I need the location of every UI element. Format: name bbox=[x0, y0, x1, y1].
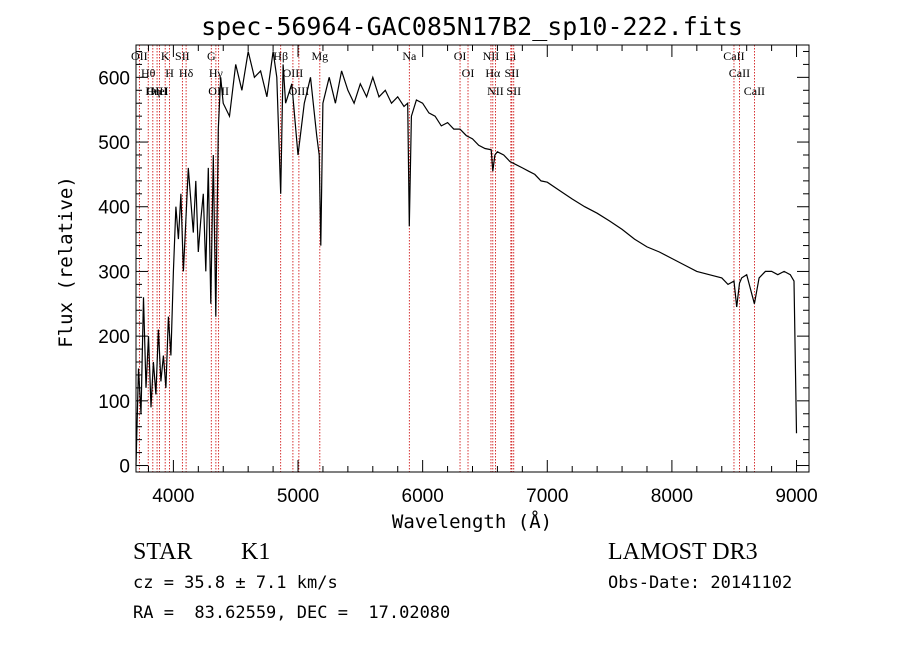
spectral-line-label: NII bbox=[487, 84, 504, 98]
y-tick-label: 600 bbox=[98, 68, 130, 89]
spectral-line-label: CaII bbox=[723, 49, 744, 63]
spectral-line-label: SII bbox=[506, 84, 521, 98]
spectral-line-label: OIII bbox=[289, 84, 310, 98]
spectral-line-label: Hθ bbox=[141, 66, 156, 80]
y-tick-label: 400 bbox=[98, 198, 130, 219]
y-tick-label: 500 bbox=[98, 133, 130, 154]
flux-series-line bbox=[135, 51, 798, 466]
spectral-line-label: NII bbox=[483, 49, 500, 63]
y-tick-label: 200 bbox=[98, 327, 130, 348]
spectral-line-label: Hβ bbox=[273, 49, 288, 63]
spectral-line-label: OII bbox=[131, 49, 148, 63]
spectral-line-label: CaII bbox=[744, 84, 765, 98]
spectral-line-label: OIII bbox=[147, 84, 168, 98]
x-axis-label: Wavelength (Å) bbox=[392, 510, 552, 533]
chart-title: spec-56964-GAC085N17B2_sp10-222.fits bbox=[201, 12, 743, 41]
spectral-line-label: Mg bbox=[311, 49, 328, 63]
x-tick-label: 5000 bbox=[277, 486, 319, 507]
spectral-line-label: Na bbox=[402, 49, 417, 63]
spectral-line-markers bbox=[138, 45, 755, 472]
spectral-line-label: Hδ bbox=[179, 66, 194, 80]
spectral-line-label: SII bbox=[505, 66, 520, 80]
y-tick-label: 100 bbox=[98, 392, 130, 413]
spectral-line-label: H bbox=[165, 66, 174, 80]
y-axis-label: Flux (relative) bbox=[55, 176, 77, 348]
spectrum-chart: spec-56964-GAC085N17B2_sp10-222.fits OII… bbox=[55, 12, 818, 533]
survey-name: LAMOST DR3 bbox=[608, 539, 758, 565]
object-class: STAR bbox=[133, 539, 193, 565]
sky-coordinates: RA = 83.62559, DEC = 17.02080 bbox=[133, 603, 451, 623]
spectral-line-label: Li bbox=[506, 49, 517, 63]
spectral-line-label: HeI bbox=[151, 84, 169, 98]
spectral-line-label: G bbox=[207, 49, 216, 63]
spectral-line-label: OIII bbox=[208, 84, 229, 98]
spectral-line-label: CaII bbox=[729, 66, 750, 80]
observation-date: Obs-Date: 20141102 bbox=[608, 573, 793, 593]
spectral-line-label: Hη bbox=[145, 84, 160, 98]
x-tick-label: 8000 bbox=[651, 486, 693, 507]
spectral-line-label: SII bbox=[175, 49, 190, 63]
redshift-velocity: cz = 35.8 ± 7.1 km/s bbox=[133, 573, 338, 593]
spectral-line-label: Hγ bbox=[209, 66, 224, 80]
spectral-line-label: K bbox=[161, 49, 170, 63]
x-tick-label: 9000 bbox=[775, 486, 817, 507]
y-tick-label: 0 bbox=[119, 457, 130, 478]
spectral-line-label: OI bbox=[462, 66, 475, 80]
spectral-line-label: OI bbox=[454, 49, 467, 63]
spectral-line-label: OIII bbox=[283, 66, 304, 80]
object-subclass: K1 bbox=[241, 539, 271, 565]
y-tick-label: 300 bbox=[98, 262, 130, 283]
x-axis-ticks: 4000 5000 6000 7000 8000 9000 bbox=[147, 45, 818, 507]
plot-frame bbox=[135, 44, 810, 473]
x-tick-label: 6000 bbox=[402, 486, 444, 507]
x-tick-label: 7000 bbox=[526, 486, 568, 507]
spectral-line-labels: OIIHθHηOIIIHeIKHSIIHδGHγOIIIHβOIIIOIIIMg… bbox=[131, 49, 765, 98]
y-axis-ticks: 0 100 200 300 400 500 600 bbox=[98, 50, 809, 478]
x-tick-label: 4000 bbox=[152, 486, 194, 507]
spectral-line-label: Hα bbox=[485, 66, 501, 80]
